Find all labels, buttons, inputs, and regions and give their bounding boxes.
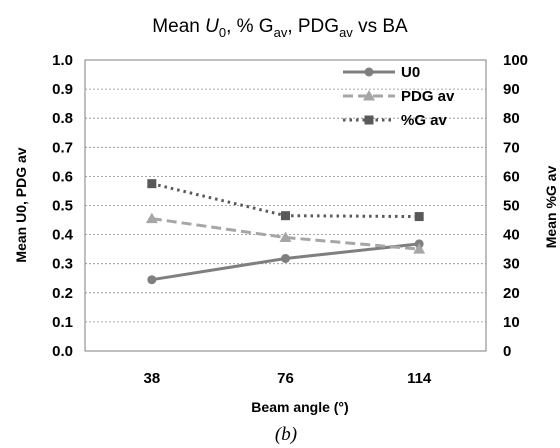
plot-area [84,59,487,352]
y-tick-right: 40 [503,227,520,244]
y-tick-right: 70 [503,139,520,156]
y-tick-right: 50 [503,198,520,215]
y-tick-left: 0.2 [52,285,73,302]
y-tick-left: 0.9 [52,81,73,98]
figure-caption: (b) [275,424,297,445]
legend-label: %G av [401,112,448,129]
y-tick-right: 100 [503,52,528,69]
data-point [147,179,157,189]
x-axis-ticks: 38 76 114 [143,370,431,387]
right-axis-ticks: 0 10 20 30 40 50 60 70 80 90 100 [503,52,528,360]
series-layer [145,179,426,285]
data-point [281,211,290,221]
y-tick-right: 90 [503,81,520,98]
y-tick-left: 0.8 [52,110,73,127]
y-axis-left-label: Mean U0, PDG av [13,147,29,262]
data-point [279,231,292,243]
y-tick-right: 60 [503,168,520,185]
y-tick-right: 10 [503,314,520,331]
data-point [364,67,374,77]
legend-label: U0 [401,64,420,81]
legend: U0 PDG av %G av [343,64,455,129]
series [145,212,426,254]
y-tick-left: 0.1 [52,314,73,331]
y-tick-right: 30 [503,256,520,273]
data-point [364,115,374,125]
y-tick-left: 0.4 [52,227,74,244]
data-point [363,90,375,101]
chart-title: Mean U0, % Gav, PDGav vs BA [152,16,408,40]
y-tick-left: 0.7 [52,139,73,156]
data-point [147,275,157,285]
legend-item: U0 [343,64,420,81]
data-point [413,243,426,254]
legend-label: PDG av [401,88,455,105]
y-tick-left: 0.3 [52,256,73,273]
x-tick: 38 [143,370,160,387]
legend-item: %G av [343,112,448,129]
x-tick: 114 [407,370,432,387]
series [147,179,424,222]
y-tick-right: 80 [503,110,520,127]
data-point [145,212,158,224]
legend-item: PDG av [343,88,455,105]
y-tick-left: 0.6 [52,168,73,185]
y-axis-right-label: Mean %G av [543,166,559,249]
y-tick-left: 0.5 [52,198,73,215]
data-point [414,212,424,222]
y-tick-right: 20 [503,285,520,302]
data-point [281,253,290,263]
x-tick: 76 [277,370,294,387]
y-tick-right: 0 [503,343,511,360]
y-tick-left: 1.0 [52,52,73,69]
x-axis-label: Beam angle (°) [251,399,348,415]
y-tick-left: 0.0 [52,343,73,360]
left-axis-ticks: 0.0 0.1 0.2 0.3 0.4 0.5 0.6 0.7 0.8 0.9 1.0 [52,52,74,360]
